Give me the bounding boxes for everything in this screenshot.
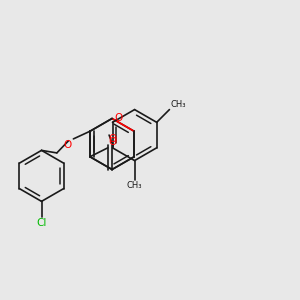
Text: O: O xyxy=(115,113,123,123)
Text: Cl: Cl xyxy=(36,218,47,228)
Text: CH₃: CH₃ xyxy=(127,181,142,190)
Text: O: O xyxy=(64,140,72,149)
Text: O: O xyxy=(108,137,117,147)
Text: CH₃: CH₃ xyxy=(170,100,185,109)
Text: O: O xyxy=(108,134,116,144)
